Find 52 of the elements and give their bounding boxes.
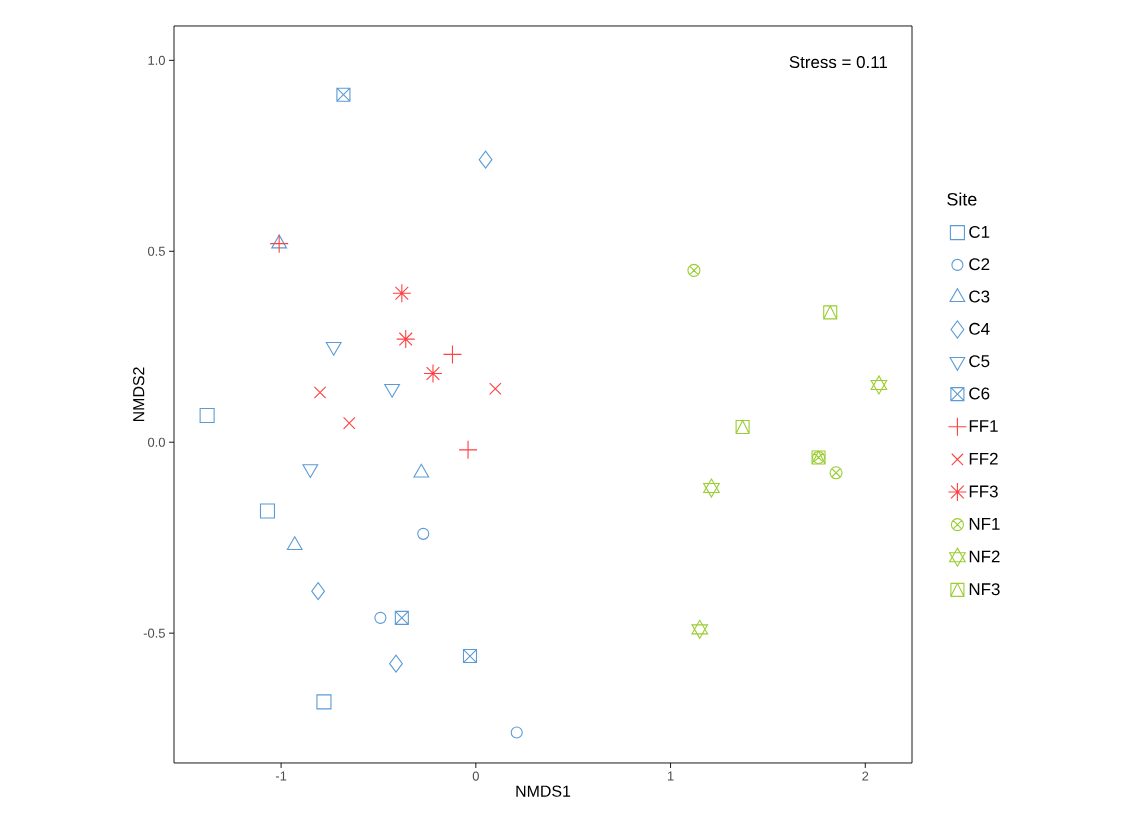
point xyxy=(374,611,387,624)
point xyxy=(478,150,493,169)
legend-label: NF3 xyxy=(969,583,1000,596)
point xyxy=(311,582,326,601)
x-tick-label: 0 xyxy=(472,771,479,781)
legend-label: C4 xyxy=(969,322,990,335)
legend-label: C3 xyxy=(969,290,990,303)
point xyxy=(687,263,701,277)
point xyxy=(313,386,327,399)
point xyxy=(462,649,478,664)
x-tick-label: 1 xyxy=(667,771,674,781)
point xyxy=(423,363,443,384)
point xyxy=(392,283,412,303)
point xyxy=(417,527,430,540)
legend-label: C6 xyxy=(969,387,990,400)
point xyxy=(343,416,356,430)
point xyxy=(199,407,215,424)
legend-label: C1 xyxy=(969,225,990,238)
point xyxy=(384,383,401,398)
legend-title: Site xyxy=(947,192,977,206)
legend-label: FF3 xyxy=(969,485,998,498)
point xyxy=(259,503,276,519)
y-axis-title: NMDS2 xyxy=(133,367,145,422)
point xyxy=(396,329,416,349)
point xyxy=(489,382,502,395)
y-tick-label: 0.0 xyxy=(147,437,165,447)
point xyxy=(870,375,888,395)
legend-label: FF1 xyxy=(969,420,998,432)
point xyxy=(703,478,720,498)
point xyxy=(691,619,709,639)
y-tick-label: 1.0 xyxy=(148,55,165,65)
point xyxy=(829,466,843,480)
point xyxy=(735,419,750,434)
x-tick-label: 2 xyxy=(862,771,869,781)
point xyxy=(389,654,403,673)
point xyxy=(823,305,838,320)
legend-label: C5 xyxy=(969,355,990,368)
y-tick-label: 0.5 xyxy=(147,246,165,256)
x-axis-title: NMDS1 xyxy=(516,785,571,797)
point xyxy=(286,536,303,551)
y-tick-label: -0.5 xyxy=(143,628,165,638)
annotation: Stress = 0.11 xyxy=(789,56,888,69)
point xyxy=(510,726,523,739)
x-tick-label: -1 xyxy=(275,771,287,781)
legend-label: FF2 xyxy=(969,452,998,465)
point xyxy=(325,341,342,356)
legend-label: NF1 xyxy=(969,518,1000,530)
point xyxy=(394,610,409,625)
point xyxy=(316,694,332,710)
legend-label: NF2 xyxy=(969,550,1000,563)
point xyxy=(336,87,351,102)
legend-label: C2 xyxy=(969,258,990,271)
